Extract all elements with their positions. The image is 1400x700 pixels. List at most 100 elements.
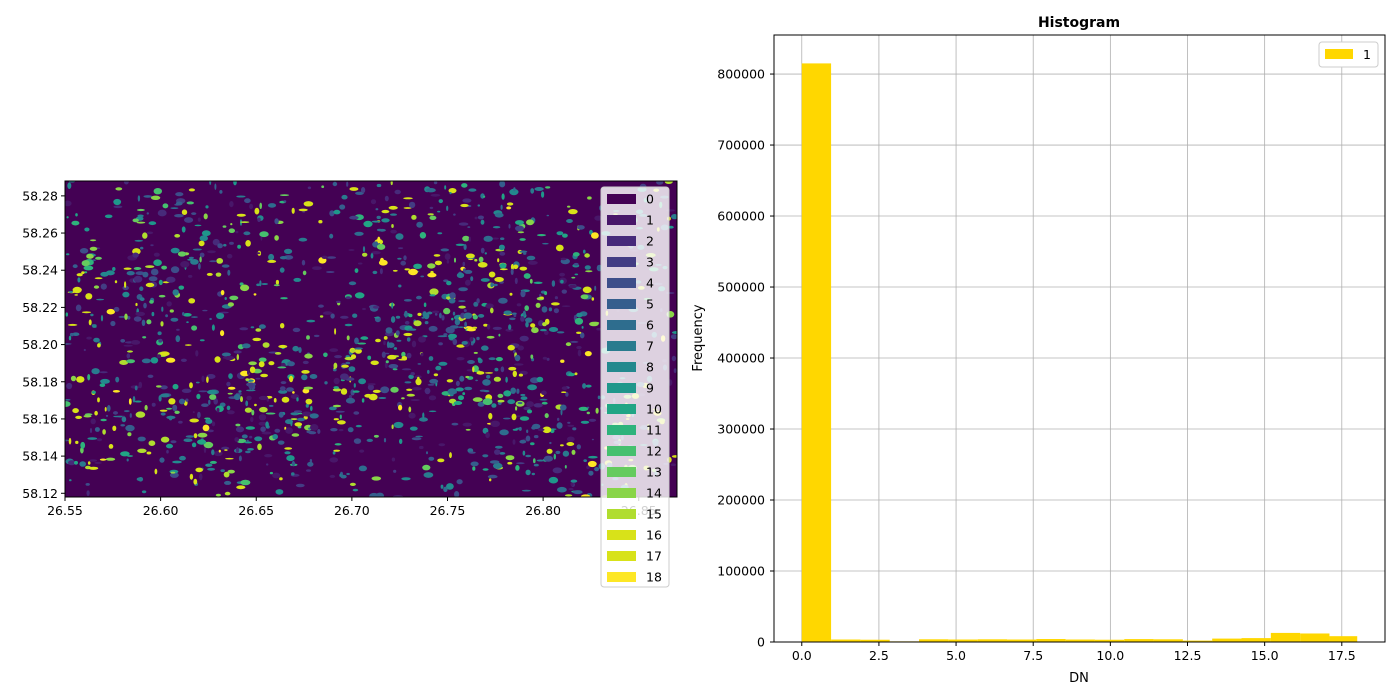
map-patch (493, 376, 501, 382)
map-patch (229, 201, 234, 208)
map-patch (525, 454, 532, 458)
map-patch (298, 208, 308, 212)
map-patch (568, 372, 575, 377)
map-patch (452, 311, 456, 316)
map-patch (68, 335, 72, 341)
map-patch (126, 359, 135, 364)
map-patch (278, 389, 288, 394)
map-y-tick-label: 58.22 (22, 300, 58, 315)
histogram-bar (1124, 639, 1154, 642)
map-patch (94, 461, 102, 464)
map-patch (119, 360, 129, 365)
map-patch (462, 235, 470, 242)
map-patch (477, 262, 488, 268)
map-patch (507, 399, 516, 405)
histogram-y-label: Frequency (691, 304, 706, 371)
map-patch (584, 253, 590, 258)
map-patch (567, 424, 575, 427)
map-patch (267, 259, 277, 263)
map-patch (511, 413, 517, 421)
map-patch (261, 431, 272, 435)
map-patch (375, 208, 379, 211)
map-patch (42, 323, 49, 325)
map-patch (362, 307, 366, 311)
map-patch (417, 312, 422, 316)
map-patch (419, 232, 427, 239)
map-patch (357, 342, 367, 345)
map-patch (258, 324, 266, 329)
map-patch (87, 461, 91, 465)
map-patch (161, 306, 164, 312)
map-patch (47, 326, 53, 328)
map-patch (457, 326, 465, 329)
map-patch (278, 411, 284, 418)
map-patch (235, 447, 240, 454)
map-patch (586, 406, 590, 409)
map-patch (67, 182, 72, 189)
map-patch (96, 438, 103, 442)
map-patch (401, 477, 411, 481)
map-patch (391, 424, 394, 430)
map-patch (260, 426, 266, 433)
map-patch (292, 391, 295, 394)
hist-x-tick-label: 0.0 (792, 648, 812, 663)
map-patch (454, 389, 457, 394)
map-patch (332, 451, 336, 455)
map-patch (536, 459, 545, 462)
map-patch (529, 278, 533, 284)
map-patch (582, 383, 587, 389)
map-patch (383, 340, 386, 346)
map-patch (294, 422, 303, 427)
hist-y-tick-label: 0 (757, 635, 765, 650)
map-patch (209, 317, 212, 321)
map-patch (120, 339, 126, 343)
map-legend-label: 7 (646, 339, 654, 354)
map-patch (477, 401, 485, 407)
map-patch (483, 323, 488, 327)
map-patch (80, 441, 86, 449)
map-patch (523, 406, 531, 411)
map-patch (393, 347, 398, 350)
map-patch (454, 491, 460, 497)
map-patch (277, 366, 287, 369)
map-patch (216, 258, 224, 264)
map-patch (168, 398, 176, 405)
map-patch (199, 473, 203, 481)
map-patch (228, 373, 233, 379)
map-patch (213, 450, 223, 457)
map-patch (395, 315, 401, 319)
map-legend-swatch (607, 362, 636, 372)
map-patch (83, 414, 92, 418)
map-patch (203, 446, 207, 453)
map-patch (437, 335, 448, 338)
map-patch (275, 489, 284, 495)
map-y-tick-label: 58.16 (22, 411, 58, 426)
histogram-x-label: DN (1069, 671, 1089, 686)
map-patch (513, 264, 519, 270)
map-patch (186, 201, 194, 205)
map-patch (503, 310, 512, 315)
map-patch (531, 472, 535, 476)
map-patch (112, 390, 120, 393)
map-patch (384, 361, 388, 369)
map-patch (472, 466, 476, 471)
map-patch (568, 209, 578, 215)
map-patch (176, 328, 180, 331)
map-patch (374, 316, 380, 319)
map-y-tick-label: 58.26 (22, 226, 58, 241)
map-patch (253, 293, 257, 296)
map-patch (93, 285, 100, 289)
map-patch (273, 398, 277, 403)
map-patch (132, 396, 136, 403)
map-patch (501, 193, 505, 200)
map-patch (509, 292, 513, 296)
map-patch (574, 317, 584, 325)
map-patch (148, 276, 158, 282)
map-patch (465, 253, 475, 259)
map-patch (330, 428, 338, 432)
map-patch (408, 374, 414, 379)
map-patch (240, 479, 251, 486)
map-patch (197, 432, 208, 438)
map-patch (249, 203, 254, 210)
map-patch (493, 462, 503, 469)
